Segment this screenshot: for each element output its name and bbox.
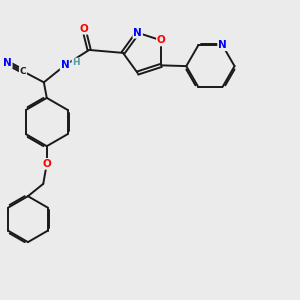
Text: O: O	[80, 24, 88, 34]
Text: N: N	[218, 40, 227, 50]
Text: H: H	[72, 58, 80, 68]
Text: O: O	[42, 159, 51, 169]
Text: O: O	[157, 35, 166, 45]
Text: N: N	[133, 28, 142, 38]
Text: C: C	[20, 67, 26, 76]
Text: N: N	[3, 58, 12, 68]
Text: N: N	[61, 60, 69, 70]
